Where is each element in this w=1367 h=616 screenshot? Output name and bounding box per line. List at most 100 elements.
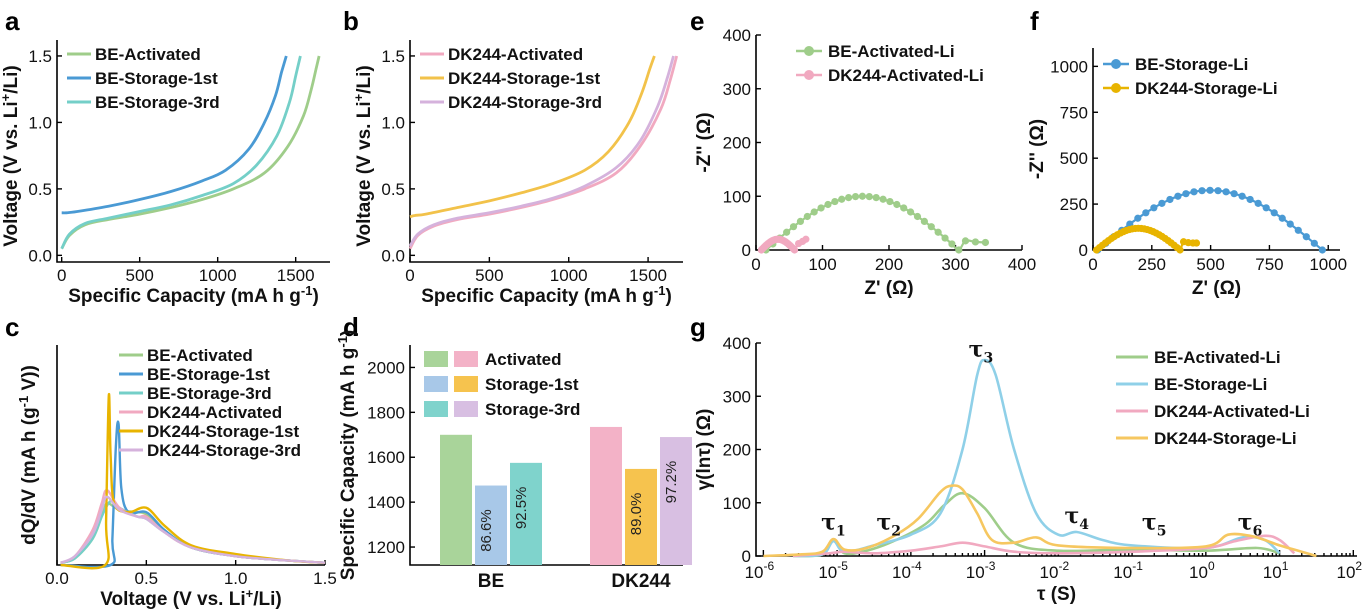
y-tick-label: 0.5 (28, 180, 52, 199)
y-tick-label: 1400 (367, 493, 405, 512)
x-tick-base: 10 (1113, 563, 1132, 582)
tau-annotation-6: τ6 (1238, 509, 1263, 539)
legend-entry-6: DK244-Storage-3rd (147, 441, 301, 460)
x-tick-label: 0.5 (135, 569, 159, 588)
series-point-1 (845, 193, 853, 202)
legend-swatch-dk-2 (454, 376, 478, 392)
x-tick-label: 1.5 (313, 569, 337, 588)
x-tick-label: 500 (125, 266, 153, 285)
x-axis-label: τ (S) (1037, 584, 1076, 605)
series-line-6 (60, 495, 326, 564)
series-point-1 (1254, 199, 1262, 207)
legend-entry-3: DK244-Activated-Li (1154, 402, 1310, 421)
x-tick-label: 750 (1255, 255, 1283, 274)
y-axis-label: dQ/dV (mA h (g-1 V)) (16, 365, 40, 545)
y-tick-label: 1000 (1050, 57, 1088, 76)
x-axis-label: Specific Capacity (mA h g-1) (68, 283, 319, 307)
x-tick-label: 1000 (1309, 255, 1347, 274)
series-point-1 (817, 204, 825, 212)
series-point-1 (1214, 187, 1222, 195)
series-point-1 (1134, 214, 1142, 222)
x-tick-label: 0 (405, 266, 414, 285)
y-tick-label: 2000 (367, 358, 405, 377)
x-axis-label-sup: -1 (654, 283, 666, 298)
series-point-1 (858, 192, 867, 200)
legend-entry-1: DK244-Activated (448, 45, 583, 64)
series-point-1 (796, 217, 805, 226)
legend-entry-2: BE-Storage-Li (1154, 375, 1267, 394)
tau-subscript: 1 (836, 523, 846, 539)
series-point-1 (1190, 188, 1198, 196)
x-tick-label: 100 (1189, 559, 1215, 582)
x-tick-base: 10 (966, 563, 985, 582)
x-tick-label: 10-5 (818, 559, 848, 582)
bar-dk244-1 (590, 426, 622, 565)
x-axis-label-main: Specific Capacity (mA h g (68, 286, 301, 307)
y-tick-label: 1800 (367, 403, 405, 422)
legend-entry-3: Storage-3rd (485, 400, 580, 419)
bar-percent-label: 92.5% (513, 487, 530, 530)
x-tick-label: 101 (1263, 559, 1289, 582)
legend-marker-1 (804, 46, 814, 56)
series-point-1 (920, 217, 928, 226)
tau-annotation-1: τ1 (821, 509, 846, 539)
x-tick-label: 0 (751, 255, 760, 274)
y-tick-label: 0 (742, 241, 751, 260)
legend-entry-2: DK244-Storage-1st (448, 69, 600, 88)
series-point-1 (893, 200, 901, 209)
series-point-1 (838, 195, 846, 203)
x-tick-label: 300 (941, 255, 969, 274)
y-tick-label: 0 (742, 547, 751, 566)
x-tick-exp: -3 (985, 559, 996, 573)
x-tick-exp: -1 (1132, 559, 1143, 573)
series-point-1 (1150, 204, 1158, 212)
legend-entry-1: BE-Activated (147, 346, 253, 365)
series-point-1 (941, 234, 949, 242)
legend-entry-2: DK244-Storage-Li (1135, 79, 1278, 98)
y-tick-label: 200 (723, 134, 751, 153)
series-point-2 (802, 235, 810, 243)
x-tick-label: 0 (1088, 255, 1097, 274)
bar-be-3 (510, 462, 542, 565)
y-axis-label: Specific Capacity (mA h g-1) (335, 330, 359, 581)
legend-entry-1: BE-Storage-Li (1135, 55, 1248, 74)
x-tick-exp: 2 (1355, 559, 1362, 573)
panel-e: e 0 100 200 300 400 0 100 200 300 400 Z' (Ω) -Z'' (Ω… (690, 6, 1036, 299)
y-axis-label-end: V)) (19, 365, 40, 396)
y-axis-label-main: Voltage (V vs. Li (354, 101, 375, 246)
series-line-4 (60, 489, 326, 564)
series-line-3 (60, 55, 302, 250)
legend-marker-2 (804, 70, 814, 80)
x-tick-label: 1.0 (224, 569, 248, 588)
tau-subscript: 5 (1157, 523, 1167, 539)
x-tick-label: 400 (1008, 255, 1036, 274)
tau-symbol: τ (876, 509, 891, 535)
series-point-1 (1230, 190, 1238, 198)
series-point-1 (831, 197, 839, 206)
series-line-4 (763, 484, 1317, 558)
y-tick-label: 300 (723, 80, 751, 99)
x-axis-label-main: Voltage (V vs. Li (100, 589, 245, 610)
x-tick-base: 10 (1189, 563, 1208, 582)
y-tick-label: 100 (723, 187, 751, 206)
y-axis-label: Voltage (V vs. Li+/Li) (351, 65, 375, 246)
x-tick-label: 10-6 (745, 559, 775, 582)
bar-percent-label: 97.2% (663, 461, 680, 504)
x-tick-base: 10 (892, 563, 911, 582)
series-point-1 (1166, 195, 1174, 204)
bar-percent-label: 89.0% (628, 493, 645, 536)
x-tick-label: 102 (1337, 559, 1363, 582)
x-tick-base: 10 (1040, 563, 1059, 582)
panel-a: a 0 500 1000 1500 0.0 0.5 1.0 1.5 Specific Capaci… (0, 6, 330, 307)
series-point-1 (1286, 220, 1294, 228)
legend-swatch-be-3 (424, 401, 448, 417)
y-axis-label: γ(lnτ) (Ω) (694, 409, 715, 491)
series-point-1 (824, 200, 832, 209)
y-tick-label: 1200 (367, 538, 405, 557)
series-point-1 (1238, 192, 1246, 200)
series-point-1 (934, 228, 942, 236)
series-point-1 (1174, 192, 1182, 200)
x-tick-exp: 0 (1208, 559, 1215, 573)
series-point-1 (1246, 195, 1254, 204)
x-axis-label-main: Specific Capacity (mA h g (421, 286, 654, 307)
